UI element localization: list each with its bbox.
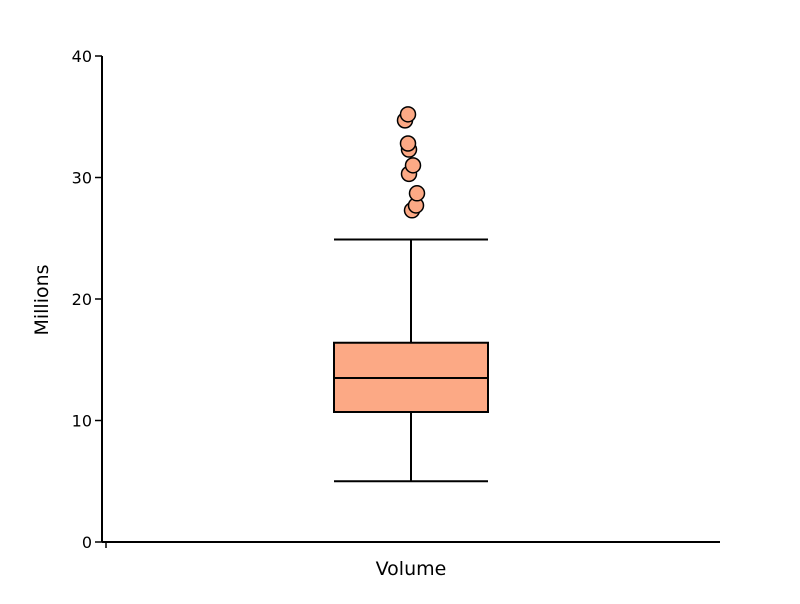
y-tick-label: 0 xyxy=(82,533,92,552)
y-tick-label: 40 xyxy=(72,47,92,66)
y-axis-title: Millions xyxy=(31,264,53,335)
axes: 0 10 20 30 40 Volume xyxy=(72,47,720,580)
outlier-point xyxy=(408,185,426,202)
x-category-label: Volume xyxy=(376,558,447,580)
outlier-point xyxy=(399,135,417,152)
y-tick-label: 30 xyxy=(72,169,92,188)
plot-area xyxy=(333,106,489,483)
outlier-point xyxy=(404,157,422,174)
y-tick-label: 20 xyxy=(72,290,92,309)
outlier-point xyxy=(399,106,417,123)
y-tick-label: 10 xyxy=(72,412,92,431)
